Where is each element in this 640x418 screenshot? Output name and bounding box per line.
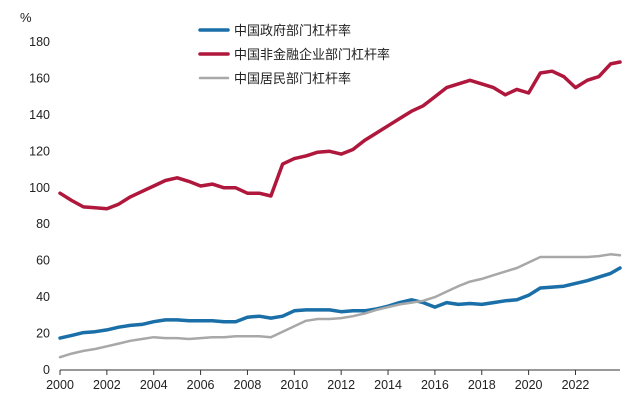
y-unit-label: % [20,10,32,25]
y-tick-label: 40 [36,290,50,304]
x-tick-label: 2000 [46,378,74,392]
x-tick-label: 2006 [187,378,215,392]
x-tick-label: 2020 [515,378,543,392]
series-line-1 [58,60,622,211]
series-line-0 [58,266,622,340]
x-tick-label: 2022 [562,378,590,392]
series-line-2 [58,253,622,359]
x-tick-label: 2018 [468,378,496,392]
x-tick-label: 2004 [140,378,168,392]
y-tick-label: 140 [29,108,50,122]
x-tick-label: 2014 [374,378,402,392]
y-axis: 0 20 40 60 80 100 120 140 160 180 [29,35,50,377]
y-tick-label: 100 [29,181,50,195]
x-tick-label: 2012 [327,378,355,392]
x-tick-label: 2010 [280,378,308,392]
y-tick-label: 60 [36,254,50,268]
y-tick-label: 0 [43,363,50,377]
x-tick-label: 2008 [234,378,262,392]
y-tick-label: 180 [29,35,50,49]
series-lines [58,60,622,359]
y-tick-label: 20 [36,327,50,341]
y-tick-label: 120 [29,144,50,158]
legend-label: 中国非金融企业部门杠杆率 [234,47,390,63]
x-tick-label: 2016 [421,378,449,392]
y-tick-label: 160 [29,71,50,85]
legend-label: 中国政府部门杠杆率 [234,23,351,39]
x-axis: 2000 2002 2004 2006 2008 2010 2012 2014 2016 2018… [46,369,620,392]
y-tick-label: 80 [36,217,50,231]
legend-label: 中国居民部门杠杆率 [234,71,351,87]
x-tick-label: 2002 [93,378,121,392]
